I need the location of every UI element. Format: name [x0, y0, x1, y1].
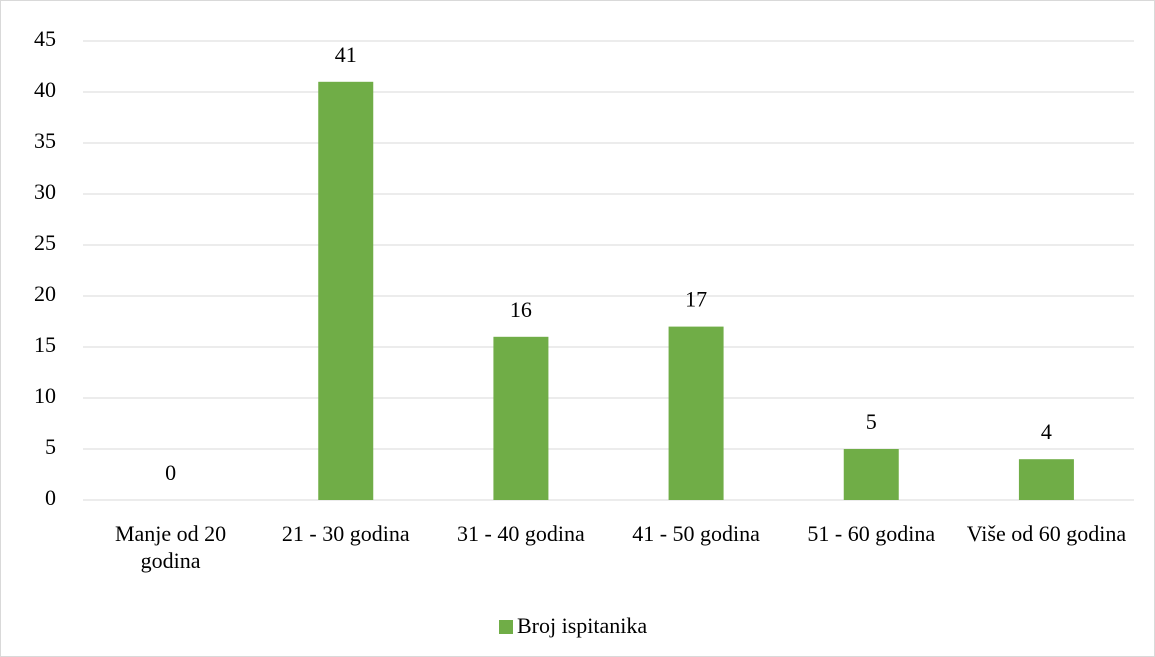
y-tick-label: 40: [34, 77, 56, 102]
data-label: 5: [866, 409, 877, 434]
data-label: 41: [335, 42, 357, 67]
x-tick-label: 51 - 60 godina: [807, 521, 936, 546]
bar: [1018, 459, 1074, 500]
bar: [668, 326, 724, 500]
y-tick-label: 20: [34, 281, 56, 306]
y-tick-label: 35: [34, 128, 56, 153]
data-label: 17: [685, 287, 707, 312]
y-tick-label: 45: [34, 26, 56, 51]
x-tick-label: Manje od 20 godina: [114, 521, 227, 573]
x-tick-label: 31 - 40 godina: [457, 521, 585, 546]
bar: [843, 449, 899, 500]
legend-swatch: [499, 620, 513, 634]
x-tick-label: Više od 60 godina: [966, 521, 1127, 546]
y-tick-label: 0: [45, 485, 56, 510]
bar: [493, 336, 549, 500]
y-tick-label: 30: [34, 179, 56, 204]
y-tick-label: 15: [34, 332, 56, 357]
y-tick-label: 5: [45, 434, 56, 459]
data-label: 0: [165, 460, 176, 485]
legend-label: Broj ispitanika: [517, 613, 647, 638]
data-label: 16: [510, 297, 532, 322]
y-tick-label: 10: [34, 383, 56, 408]
x-tick-label: 21 - 30 godina: [281, 521, 410, 546]
x-tick-label: 41 - 50 godina: [632, 521, 760, 546]
y-tick-label: 25: [34, 230, 56, 255]
data-label: 4: [1041, 419, 1052, 444]
bar: [318, 81, 374, 501]
